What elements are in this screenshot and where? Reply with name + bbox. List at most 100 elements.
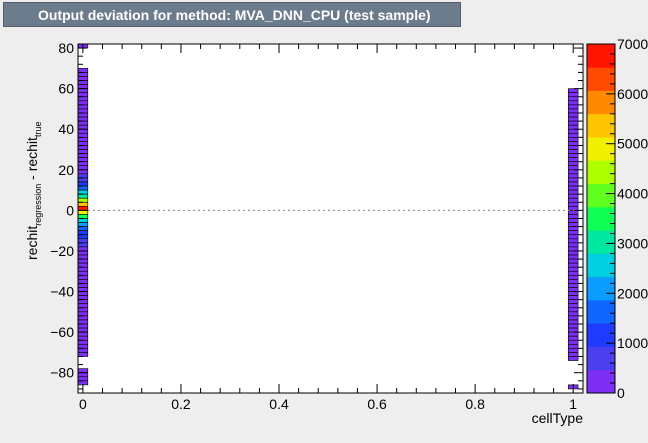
heatmap-cell-col0-73 — [77, 372, 89, 378]
heatmap-cell-col0-37 — [77, 214, 89, 219]
heatmap-cell-col1-63 — [567, 343, 579, 349]
heatmap-cell-col0-13 — [77, 116, 89, 122]
heatmap-cell-col1-44 — [567, 266, 579, 272]
heatmap-cell-col1-41 — [567, 254, 579, 260]
x-tick-label-0: 0 — [79, 396, 87, 412]
colorbar-band-11 — [587, 113, 615, 138]
heatmap-cell-col0-70 — [77, 348, 89, 353]
y-tick-label-1: 60 — [58, 81, 74, 97]
x-axis-label: cellType — [532, 410, 584, 426]
heatmap-cell-col1-16 — [567, 153, 579, 158]
heatmap-cell-col1-52 — [567, 299, 579, 305]
colorbar-tick-label-6: 6000 — [617, 86, 648, 102]
colorbar-band-8 — [587, 183, 615, 208]
heatmap-cell-col0-55 — [77, 287, 89, 292]
heatmap-cell-col0-6 — [77, 88, 89, 93]
heatmap-cell-col0-4 — [77, 80, 89, 85]
heatmap-cell-col0-61 — [77, 311, 89, 317]
heatmap-cell-col1-57 — [567, 319, 579, 325]
heatmap-cell-col1-62 — [567, 339, 579, 345]
heatmap-cell-col1-0 — [567, 88, 579, 93]
x-tick-label-2: 0.4 — [269, 396, 289, 412]
y-axis-label: rechitregression - rechittrue — [24, 122, 43, 260]
y-axis-label-sub-true: true — [33, 122, 43, 138]
heatmap-cell-col1-59 — [567, 327, 579, 333]
heatmap-cell-col1-18 — [567, 161, 579, 167]
heatmap-cell-col1-22 — [567, 177, 579, 183]
heatmap-cell-col0-34 — [77, 201, 89, 207]
heatmap-cell-col0-31 — [77, 189, 89, 195]
colorbar-tick-label-4: 4000 — [617, 186, 648, 202]
heatmap-cell-col0-19 — [77, 141, 89, 146]
heatmap-cell-col1-4 — [567, 104, 579, 110]
x-tick-labels: 0 0.2 0.4 0.6 0.8 1 — [79, 396, 577, 412]
colorbar-tick-label-5: 5000 — [617, 136, 648, 152]
heatmap-cell-col1-47 — [567, 279, 579, 284]
colorbar — [586, 43, 616, 394]
heatmap-cell-col1-36 — [567, 234, 579, 240]
heatmap-cell-col1-33 — [567, 222, 579, 227]
colorbar-tick-label-3: 3000 — [617, 235, 648, 251]
heatmap-cell-col0-56 — [77, 291, 89, 296]
heatmap-cell-col0-9 — [77, 100, 89, 106]
heatmap-cell-col0-64 — [77, 323, 89, 329]
y-tick-labels: 80 60 40 20 0 −20 −40 −60 −80 — [50, 40, 74, 381]
heatmap-cell-col0-46 — [77, 250, 89, 256]
heatmap-cell-col1-61 — [567, 335, 579, 341]
x-tick-label-5: 1 — [569, 396, 577, 412]
heatmap-cell-col1-21 — [567, 173, 579, 179]
heatmap-cell-col1-2 — [567, 96, 579, 102]
heatmap-cell-col0-25 — [77, 165, 89, 171]
colorbar-tick-label-1: 1000 — [617, 335, 648, 351]
heatmap-cell-col0-52 — [77, 275, 89, 280]
heatmap-cell-col0-18 — [77, 137, 89, 142]
heatmap-cell-col0-35 — [77, 206, 89, 211]
axis-ticks — [78, 44, 583, 393]
heatmap-cell-col0-74 — [77, 376, 89, 382]
y-tick-label-5: −20 — [50, 243, 74, 259]
heatmap-cell-col0-51 — [77, 270, 89, 276]
heatmap-cell-col1-45 — [567, 270, 579, 276]
heatmap-cell-col1-11 — [567, 132, 579, 138]
colorbar-band-5 — [587, 253, 615, 278]
heatmap-cell-col0-26 — [77, 169, 89, 175]
heatmap-cell-col0-28 — [77, 177, 89, 183]
x-tick-label-3: 0.6 — [367, 396, 387, 412]
heatmap-cell-col0-36 — [77, 210, 89, 215]
heatmap-cell-col0-12 — [77, 112, 89, 118]
heatmap-cell-col1-38 — [567, 242, 579, 248]
heatmap-cell-col1-15 — [567, 149, 579, 154]
heatmap-cell-col1-46 — [567, 275, 579, 280]
heatmap-cell-col1-27 — [567, 197, 579, 203]
heatmap-cell-col1-28 — [567, 201, 579, 207]
heatmap-cell-col1-3 — [567, 100, 579, 106]
heatmap-cell-col1-23 — [567, 181, 579, 187]
heatmap-cell-col0-11 — [77, 108, 89, 114]
heatmap-cell-col0-5 — [77, 84, 89, 89]
heatmap-cell-col0-44 — [77, 242, 89, 248]
heatmap-cell-col0-8 — [77, 96, 89, 102]
heatmap-cell-col0-30 — [77, 185, 89, 191]
colorbar-tick-labels: 0 1000 2000 3000 4000 5000 6000 7000 — [617, 36, 648, 401]
heatmap-cell-col0-1 — [77, 68, 89, 73]
heatmap-cell-col0-59 — [77, 303, 89, 309]
heatmap-cell-col0-72 — [77, 368, 89, 374]
heatmap-cell-col1-13 — [567, 141, 579, 146]
heatmap-cell-col0-10 — [77, 104, 89, 110]
heatmap-cell-col0-15 — [77, 124, 89, 130]
heatmap-cell-col0-3 — [77, 76, 89, 81]
colorbar-band-12 — [587, 90, 615, 115]
heatmap-cell-col0-7 — [77, 92, 89, 98]
heatmap-cell-col0-41 — [77, 230, 89, 236]
heatmap-cell-col1-10 — [567, 128, 579, 134]
heatmap-cell-col0-48 — [77, 258, 89, 264]
y-axis-label-sub-regression: regression — [33, 184, 43, 226]
heatmap-cell-col1-34 — [567, 226, 579, 231]
heatmap-cell-col1-24 — [567, 185, 579, 191]
heatmap-cell-col1-26 — [567, 193, 579, 199]
heatmap-cell-col1-12 — [567, 137, 579, 142]
colorbar-band-1 — [587, 346, 615, 371]
colorbar-tick-label-7: 7000 — [617, 36, 648, 52]
heatmap-cell-col0-60 — [77, 307, 89, 313]
heatmap-cell-col0-67 — [77, 335, 89, 341]
